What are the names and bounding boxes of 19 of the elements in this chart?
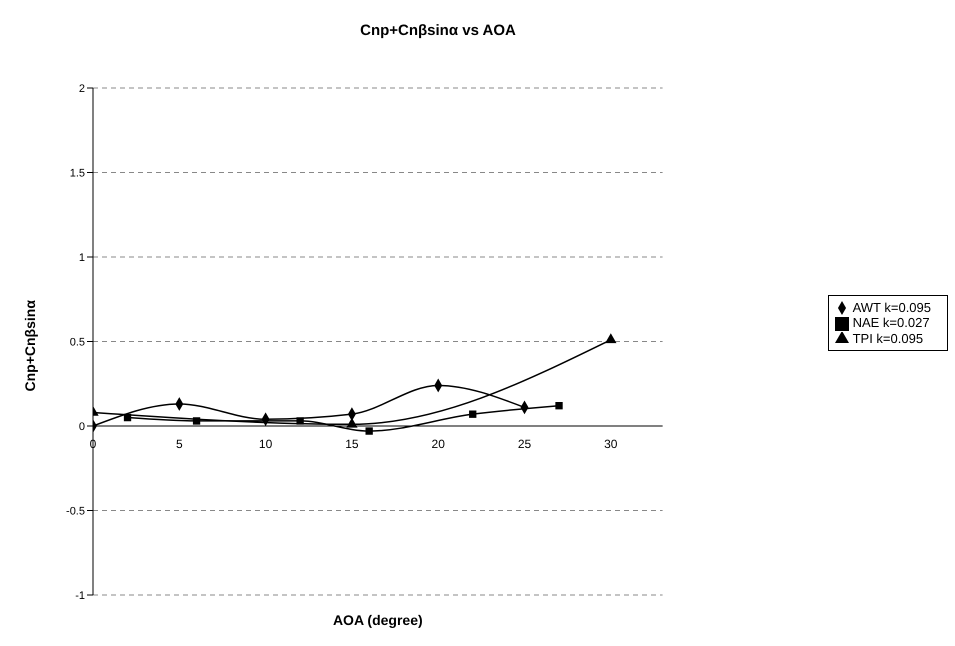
y-tick-label: 0 (78, 420, 85, 433)
y-tick-label: 0.5 (70, 336, 85, 348)
x-tick-label: 5 (176, 437, 183, 451)
y-tick-label: 1 (78, 252, 85, 264)
y-tick-label: -0.5 (66, 505, 85, 518)
x-tick-label: 10 (258, 437, 273, 451)
x-axis-title: AOA (degree) (332, 612, 423, 628)
y-axis-title: Cnp+Cnβsinα (22, 300, 38, 392)
x-tick-label: 15 (345, 437, 359, 451)
legend-label: TPI k=0.095 (852, 330, 924, 346)
y-tick-label: 1.5 (70, 167, 85, 180)
x-tick-label: 25 (518, 437, 532, 451)
chart-title: Cnp+Cnβsinα vs AOA (359, 22, 517, 39)
legend-label: NAE k=0.027 (852, 315, 930, 330)
y-tick-label: -1 (75, 590, 85, 602)
legend-label: AWT k=0.095 (852, 300, 931, 315)
y-tick-label: 2 (78, 82, 85, 95)
x-tick-label: 30 (604, 437, 618, 451)
x-tick-label: 20 (432, 437, 446, 451)
